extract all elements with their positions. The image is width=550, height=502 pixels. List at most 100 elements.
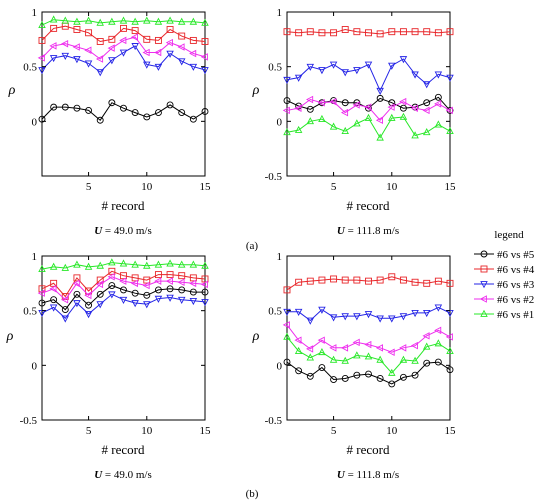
- caption-value: = 111.8 m/s: [345, 469, 399, 481]
- series-line: [286, 116, 451, 139]
- data-point: [375, 344, 383, 352]
- data-point: [399, 344, 407, 352]
- data-point: [364, 311, 373, 319]
- data-point: [410, 341, 418, 350]
- series-line: [286, 28, 451, 35]
- data-point: [108, 99, 116, 107]
- x-tick-label: 10: [386, 425, 398, 437]
- data-point: [107, 273, 115, 281]
- data-point: [165, 277, 173, 285]
- data-point: [49, 304, 58, 312]
- data-point: [73, 300, 81, 308]
- data-point: [376, 30, 384, 38]
- y-axis-label: ρ: [8, 83, 16, 98]
- panel-caption: U = 111.8 m/s: [337, 469, 399, 481]
- data-point: [131, 109, 139, 117]
- data-point: [375, 116, 383, 124]
- data-point: [50, 103, 58, 111]
- legend-label: #6 vs #1: [497, 309, 534, 321]
- data-point: [143, 291, 151, 299]
- data-point: [108, 282, 116, 289]
- data-point: [329, 122, 338, 130]
- data-point: [376, 355, 384, 363]
- y-tick-label: 0.5: [23, 306, 37, 318]
- data-point: [61, 16, 70, 24]
- data-point: [294, 308, 303, 317]
- data-point: [154, 109, 162, 117]
- data-point: [399, 355, 408, 363]
- data-point: [411, 131, 419, 139]
- chart-b-left: -0.5 0 0.5 1 5 10 15 ρ # record U = 49.0 m/s: [6, 251, 211, 481]
- data-point: [119, 259, 128, 267]
- data-point: [61, 263, 70, 271]
- panel-caption: U = 111.8 m/s: [337, 225, 399, 237]
- data-point: [154, 17, 163, 25]
- data-point: [107, 44, 115, 52]
- y-axis-label: ρ: [252, 83, 260, 98]
- data-point: [120, 24, 127, 32]
- data-point: [38, 264, 46, 272]
- data-point: [306, 277, 314, 285]
- y-tick-label: -0.5: [20, 415, 38, 427]
- data-point: [283, 308, 291, 317]
- legend-marker: [480, 281, 488, 289]
- data-point: [38, 115, 46, 123]
- data-point: [399, 56, 408, 64]
- y-ticks: -0.5 0 0.5 1: [265, 251, 450, 427]
- data-point: [154, 36, 162, 44]
- data-point: [85, 106, 93, 114]
- data-point: [353, 119, 361, 127]
- data-point: [73, 17, 81, 25]
- data-point: [399, 373, 407, 381]
- data-point: [388, 368, 396, 376]
- data-point: [387, 348, 395, 356]
- data-point: [143, 35, 151, 43]
- data-point: [189, 288, 197, 296]
- series-line: [41, 45, 206, 73]
- data-point: [178, 32, 186, 40]
- data-point: [119, 36, 127, 45]
- series-line: [286, 96, 451, 111]
- series-line: [41, 270, 206, 298]
- data-point: [189, 115, 197, 123]
- data-point: [73, 274, 81, 282]
- caption-variable: U: [337, 225, 346, 237]
- data-point: [50, 24, 58, 32]
- data-point: [329, 61, 338, 69]
- data-point: [317, 99, 325, 107]
- data-point: [283, 97, 291, 105]
- data-point: [411, 278, 419, 286]
- data-point: [341, 375, 349, 382]
- data-point: [154, 286, 162, 294]
- data-point: [364, 103, 372, 111]
- data-point: [143, 301, 151, 309]
- x-ticks: 5 10 15: [86, 12, 211, 193]
- chart-marks: [282, 26, 454, 141]
- x-tick-label: 10: [386, 181, 398, 193]
- data-point: [294, 104, 302, 112]
- caption-value: = 49.0 m/s: [102, 225, 152, 237]
- data-point: [340, 108, 349, 117]
- data-point: [422, 128, 431, 136]
- data-point: [142, 48, 150, 57]
- data-point: [423, 279, 431, 287]
- y-tick-label: 1: [277, 251, 283, 263]
- data-point: [388, 315, 396, 323]
- data-point: [96, 38, 104, 45]
- data-point: [119, 16, 128, 24]
- data-point: [84, 60, 93, 68]
- data-point: [120, 286, 127, 294]
- data-point: [434, 71, 443, 79]
- data-point: [353, 28, 361, 36]
- data-point: [283, 76, 291, 85]
- data-point: [282, 106, 290, 115]
- data-point: [399, 313, 408, 321]
- data-point: [201, 288, 209, 296]
- series-line: [41, 25, 206, 43]
- y-tick-label: 0.5: [268, 306, 282, 318]
- data-point: [189, 297, 198, 306]
- data-point: [178, 109, 186, 117]
- data-point: [434, 339, 443, 347]
- data-point: [143, 16, 151, 24]
- data-point: [341, 99, 349, 107]
